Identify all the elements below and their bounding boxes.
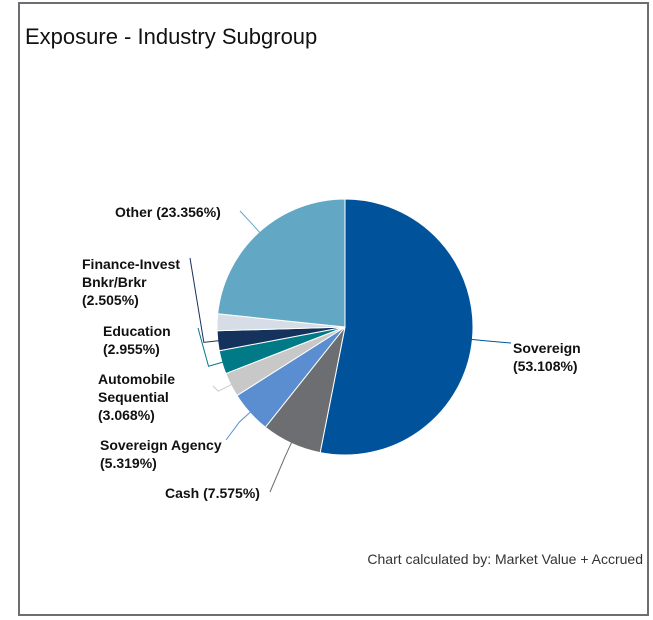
category-label: Sovereign Agency xyxy=(100,437,222,453)
value-label: (2.955%) xyxy=(103,341,160,357)
data-label: Education (2.955%) xyxy=(103,322,203,358)
leader-line xyxy=(212,382,235,392)
value-label: (5.319%) xyxy=(100,455,157,471)
value-label: (23.356%) xyxy=(156,204,221,220)
leader-line xyxy=(189,257,222,343)
category-label: Other xyxy=(115,204,153,220)
data-label: Sovereign (53.108%) xyxy=(513,339,623,375)
footnote: Chart calculated by: Market Value + Accr… xyxy=(367,551,643,567)
leader-line xyxy=(225,409,254,441)
leader-line xyxy=(269,439,294,493)
category-label: Automobile Sequential xyxy=(98,371,175,405)
data-label: Finance-Invest Bnkr/Brkr (2.505%) xyxy=(82,255,202,309)
leader-line xyxy=(468,338,512,344)
value-label: (3.068%) xyxy=(98,407,155,423)
category-label: Education xyxy=(103,323,171,339)
leader-line xyxy=(239,210,263,236)
category-label: Sovereign xyxy=(513,340,581,356)
frame xyxy=(18,2,649,616)
leader-line xyxy=(197,327,226,367)
data-label: Cash (7.575%) xyxy=(165,484,305,502)
value-label: (7.575%) xyxy=(203,485,260,501)
category-label: Cash xyxy=(165,485,200,501)
data-label: Other (23.356%) xyxy=(115,203,275,221)
category-label: Finance-Invest Bnkr/Brkr xyxy=(82,256,181,290)
value-label: (53.108%) xyxy=(513,358,578,374)
chart-title: Exposure - Industry Subgroup xyxy=(25,24,318,49)
value-label: (2.505%) xyxy=(82,292,139,308)
data-label: Automobile Sequential (3.068%) xyxy=(98,370,218,424)
data-label: Sovereign Agency (5.319%) xyxy=(100,436,240,472)
